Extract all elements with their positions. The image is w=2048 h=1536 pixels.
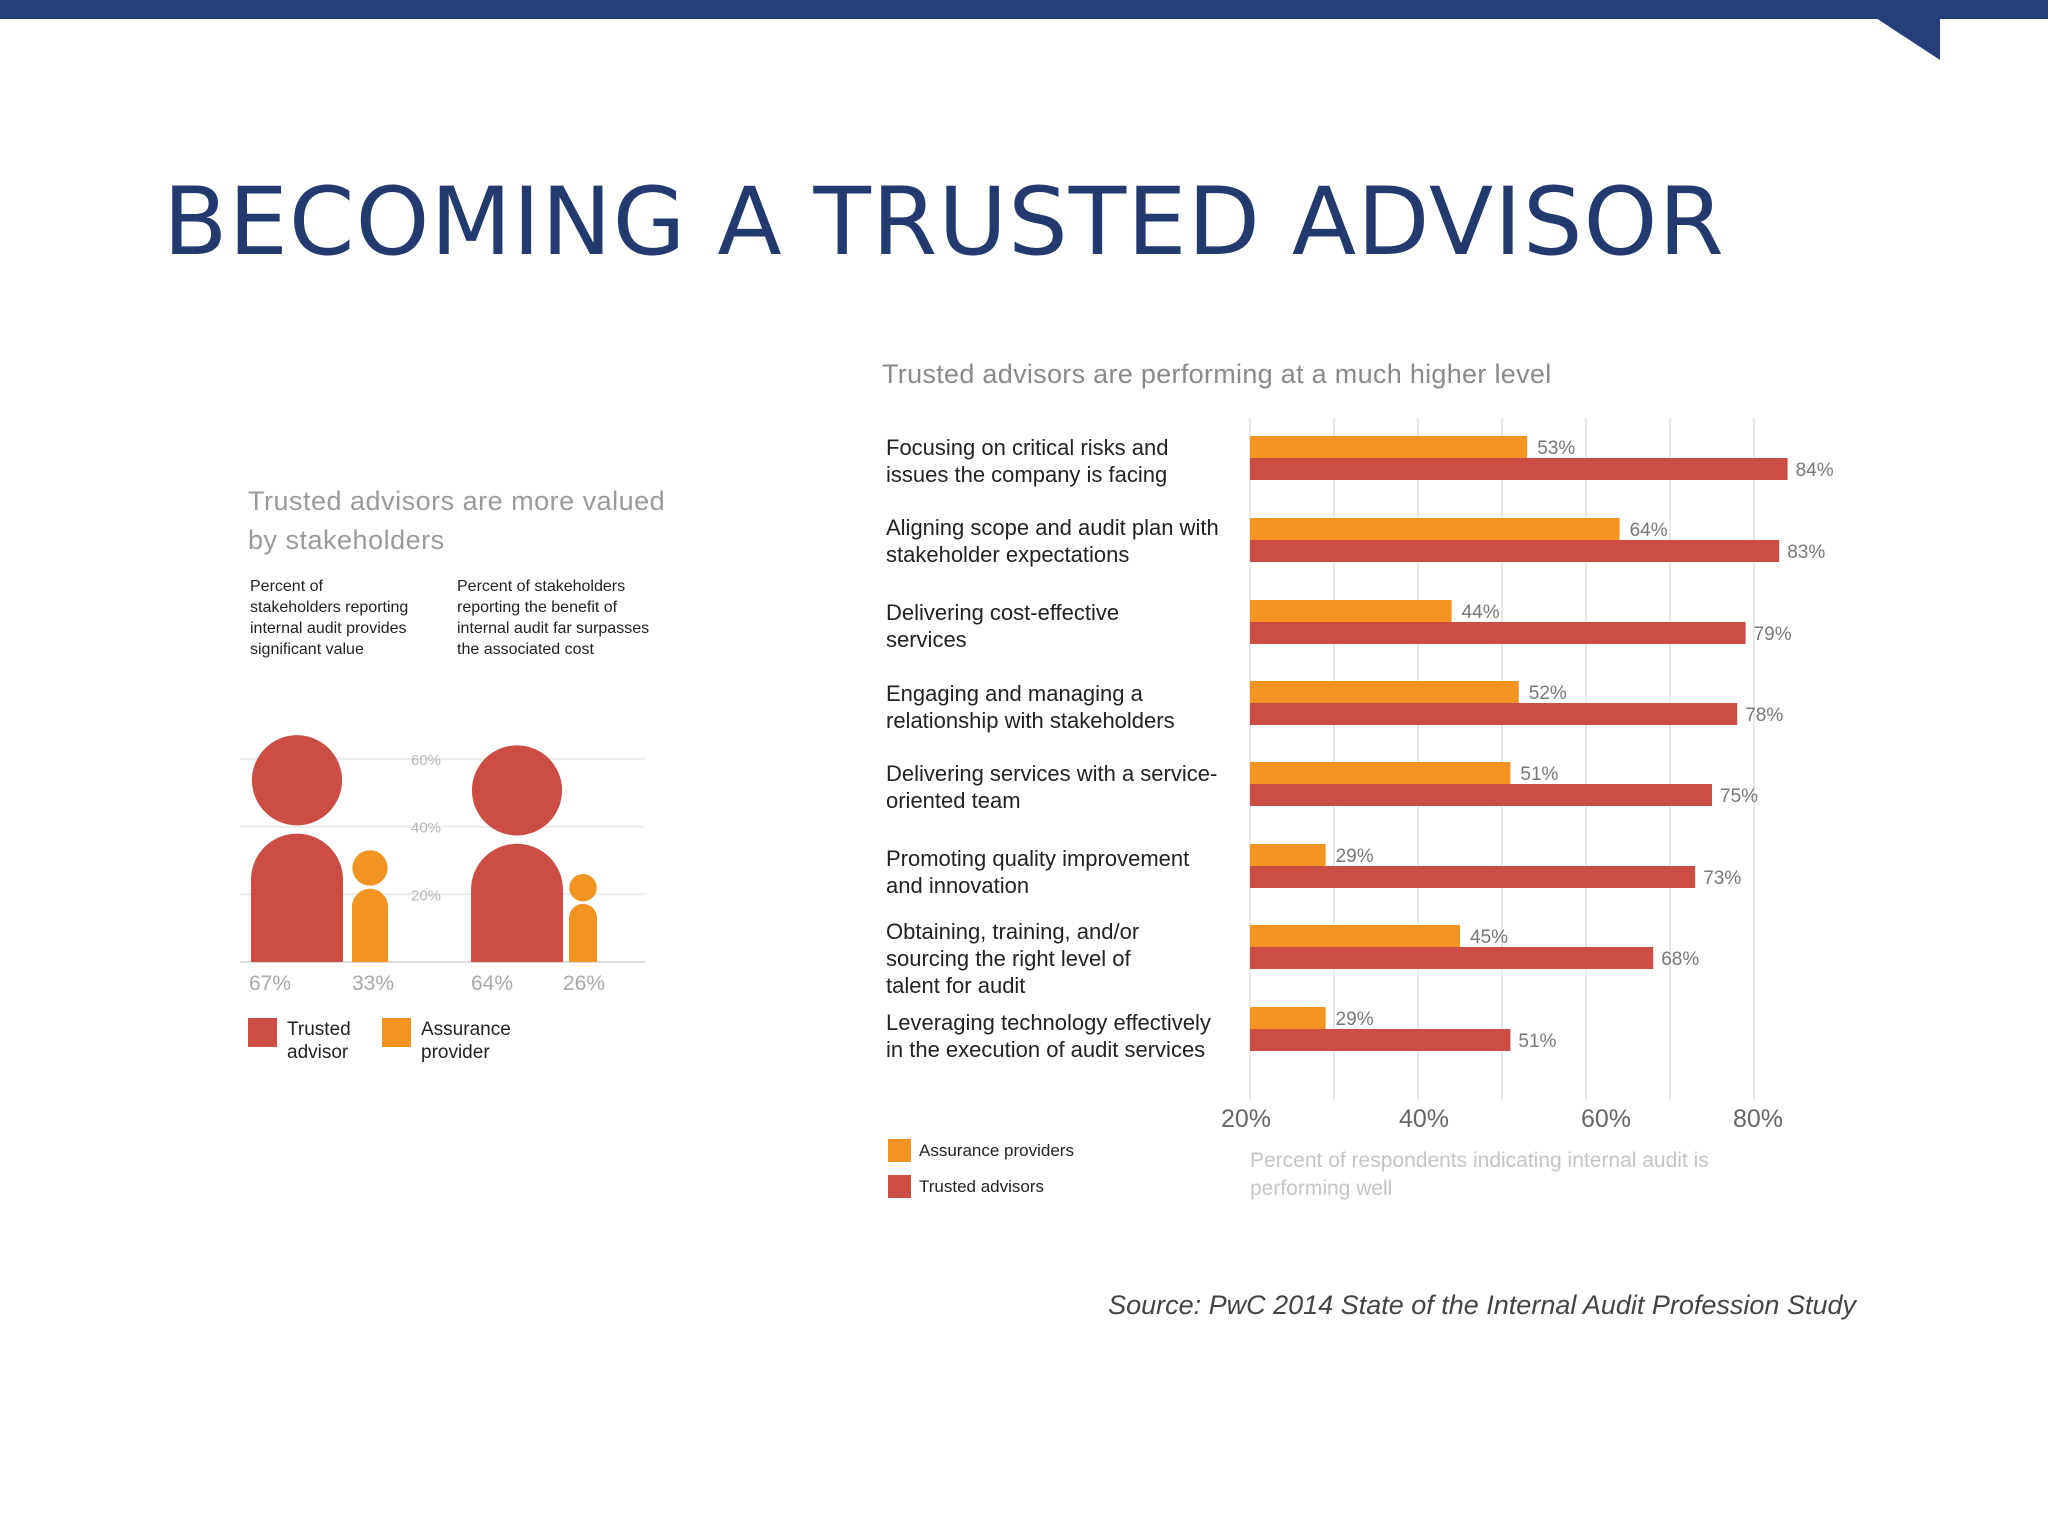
x-tick-label-60: 60% <box>1581 1105 1631 1133</box>
legend-item-trusted-advisor: Trusted advisor <box>248 1018 367 1064</box>
value-label-trusted-6: 73% <box>1703 868 1741 889</box>
trusted-advisor-figure-1-head <box>251 735 343 826</box>
category-label-4: Engaging and managing a relationship wit… <box>886 681 1175 733</box>
left-column-caption-1: Percent of stakeholders reporting intern… <box>250 578 409 658</box>
legend-label-trusted: Trusted advisor <box>287 1019 351 1063</box>
corner-tab-shape <box>1876 18 1940 60</box>
category-label-1: Focusing on critical risks and issues th… <box>886 435 1169 487</box>
x-tick-label-20: 20% <box>1221 1105 1271 1133</box>
bar-assurance-6 <box>1250 844 1326 866</box>
header-bar <box>0 0 2048 19</box>
trusted-value-label-1: 67% <box>249 972 292 995</box>
bar-trusted-6 <box>1250 866 1696 888</box>
slide-title: BECOMING A TRUSTED ADVISOR <box>163 168 1725 277</box>
value-label-assurance-7: 45% <box>1470 927 1508 948</box>
y-tick-label-20: 20% <box>411 887 441 904</box>
value-label-assurance-5: 51% <box>1520 764 1558 785</box>
value-label-trusted-7: 68% <box>1661 949 1699 970</box>
bar-trusted-4 <box>1250 703 1738 725</box>
x-tick-label-40: 40% <box>1399 1105 1449 1133</box>
value-label-trusted-1: 84% <box>1796 460 1834 481</box>
value-label-trusted-3: 79% <box>1754 624 1792 645</box>
bar-assurance-1 <box>1250 436 1528 458</box>
bar-trusted-2 <box>1250 540 1780 562</box>
left-column-caption-2: Percent of stakeholders reporting the be… <box>457 578 650 658</box>
bar-assurance-4 <box>1250 681 1519 703</box>
assurance-value-label-2: 26% <box>563 972 606 995</box>
value-label-assurance-1: 53% <box>1537 438 1575 459</box>
right-chart-title: Trusted advisors are performing at a muc… <box>882 359 1552 389</box>
trusted-advisor-figure-2-body <box>471 843 563 962</box>
bar-assurance-2 <box>1250 518 1620 540</box>
trusted-advisor-figure-1 <box>251 735 343 962</box>
legend-label-trusted-advisors: Trusted advisors <box>919 1176 1045 1196</box>
category-label-2: Aligning scope and audit plan with stake… <box>886 515 1219 567</box>
value-label-trusted-4: 78% <box>1745 705 1783 726</box>
legend-item-trusted-advisors: Trusted advisors <box>888 1175 1044 1198</box>
y-tick-label-40: 40% <box>411 820 441 837</box>
performance-bar-chart: 20% 40% 60% 80% 53% 84% 64% 83% 44% 79% 52% 78% 51% 7… <box>1221 418 1834 1133</box>
category-label-6: Promoting quality improvement and innova… <box>886 846 1190 898</box>
bar-trusted-5 <box>1250 784 1712 806</box>
bar-trusted-8 <box>1250 1029 1511 1051</box>
value-label-assurance-3: 44% <box>1462 602 1500 623</box>
trusted-advisor-figure-2 <box>471 745 563 962</box>
legend-item-assurance-provider: Assurance provider <box>382 1018 531 1064</box>
assurance-provider-figure-1-body <box>352 888 388 962</box>
trusted-advisor-figure-2-head <box>471 745 563 836</box>
legend-item-assurance-providers: Assurance providers <box>888 1139 1074 1162</box>
assurance-provider-figure-2-body <box>569 903 597 962</box>
bar-trusted-7 <box>1250 947 1654 969</box>
category-label-7: Obtaining, training, and/or sourcing the… <box>886 919 1140 998</box>
legend-swatch-trusted-advisors <box>888 1175 911 1198</box>
bar-trusted-3 <box>1250 622 1746 644</box>
value-label-trusted-2: 83% <box>1787 542 1825 563</box>
legend-swatch-assurance-providers <box>888 1139 911 1162</box>
bar-assurance-3 <box>1250 600 1452 622</box>
trusted-advisor-figure-1-body <box>251 833 343 962</box>
legend-swatch-trusted <box>248 1018 277 1047</box>
assurance-provider-figure-1 <box>352 850 388 962</box>
value-label-assurance-8: 29% <box>1336 1009 1374 1030</box>
legend-label-assurance-providers: Assurance providers <box>919 1140 1074 1160</box>
value-label-assurance-2: 64% <box>1630 520 1668 541</box>
category-label-3: Delivering cost-effective services <box>886 600 1120 652</box>
value-label-assurance-6: 29% <box>1336 846 1374 867</box>
category-label-8: Leveraging technology effectively in the… <box>886 1010 1211 1062</box>
assurance-provider-figure-2 <box>569 873 597 962</box>
trusted-value-label-2: 64% <box>471 972 514 995</box>
bar-trusted-1 <box>1250 458 1788 480</box>
category-label-5: Delivering services with a service-orien… <box>886 761 1218 813</box>
value-label-trusted-5: 75% <box>1720 786 1758 807</box>
legend-label-assurance: Assurance provider <box>421 1019 511 1063</box>
value-label-trusted-8: 51% <box>1518 1031 1556 1052</box>
y-tick-label-60: 60% <box>411 752 441 769</box>
people-chart: 60% 40% 20% <box>240 735 645 963</box>
bar-assurance-5 <box>1250 762 1511 784</box>
assurance-provider-figure-2-head <box>569 873 597 902</box>
source-note: Source: PwC 2014 State of the Internal A… <box>1108 1290 1856 1320</box>
legend-swatch-assurance <box>382 1018 411 1047</box>
left-chart-title: Trusted advisors are more valued by stak… <box>248 486 666 555</box>
bar-assurance-8 <box>1250 1007 1326 1029</box>
x-tick-label-80: 80% <box>1733 1105 1783 1133</box>
x-axis-label: Percent of respondents indicating intern… <box>1250 1149 1709 1200</box>
value-label-assurance-4: 52% <box>1529 683 1567 704</box>
assurance-value-label-1: 33% <box>352 972 395 995</box>
bar-assurance-7 <box>1250 925 1460 947</box>
assurance-provider-figure-1-head <box>352 850 388 886</box>
